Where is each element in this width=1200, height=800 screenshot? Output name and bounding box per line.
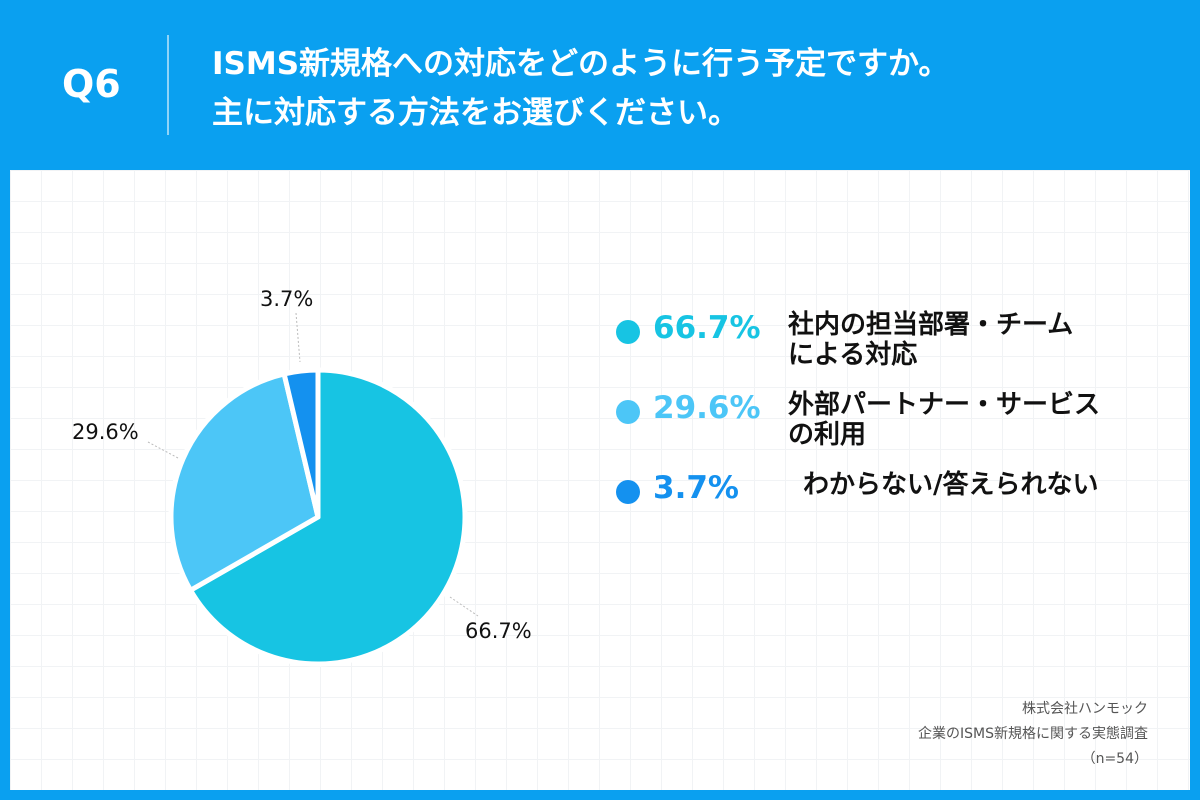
legend-percent: 29.6%	[653, 390, 761, 426]
legend-label: 外部パートナー・サービス の利用	[788, 390, 1101, 450]
question-title-line2: 主に対応する方法をお選びください。	[212, 95, 739, 131]
question-title-line1: ISMS新規格への対応をどのように行う予定ですか。	[212, 46, 950, 82]
header-divider	[167, 35, 169, 135]
leader-line	[147, 441, 179, 459]
legend: 66.7% 社内の担当部署・チーム による対応 29.6% 外部パートナー・サー…	[608, 310, 1168, 550]
source-survey: 企業のISMS新規格に関する実態調査	[918, 726, 1148, 742]
pie-chart: 66.7% 29.6% 3.7%	[72, 287, 532, 667]
leader-line	[449, 596, 479, 617]
legend-dot-icon	[616, 400, 640, 424]
pie-slice	[188, 367, 468, 667]
legend-label: 社内の担当部署・チーム による対応	[788, 310, 1074, 370]
legend-item: 3.7% わからない/答えられない	[608, 470, 1168, 550]
legend-item: 29.6% 外部パートナー・サービス の利用	[608, 390, 1168, 470]
pie-slice	[281, 367, 321, 520]
question-header: Q6 ISMS新規格への対応をどのように行う予定ですか。 主に対応する方法をお選…	[0, 0, 1200, 170]
slice-value-label: 29.6%	[72, 420, 139, 444]
question-title: ISMS新規格への対応をどのように行う予定ですか。 主に対応する方法をお選びくだ…	[212, 40, 949, 138]
chart-panel: 66.7% 29.6% 3.7% 66.7% 社内の担当部署・チーム による対応 2…	[10, 170, 1190, 790]
slice-value-label: 3.7%	[260, 287, 313, 311]
legend-percent: 3.7%	[653, 470, 739, 506]
legend-dot-icon	[616, 320, 640, 344]
legend-dot-icon	[616, 480, 640, 504]
slice-value-label: 66.7%	[465, 619, 532, 643]
pie-slice	[168, 371, 321, 593]
source-sample-size: （n=54）	[1081, 751, 1148, 767]
legend-item: 66.7% 社内の担当部署・チーム による対応	[608, 310, 1168, 390]
legend-label: わからない/答えられない	[803, 470, 1099, 500]
question-number: Q6	[62, 62, 121, 106]
leader-line	[295, 312, 301, 363]
source-company: 株式会社ハンモック	[1022, 701, 1148, 717]
source-note: 株式会社ハンモック 企業のISMS新規格に関する実態調査 （n=54）	[918, 697, 1148, 772]
legend-percent: 66.7%	[653, 310, 761, 346]
